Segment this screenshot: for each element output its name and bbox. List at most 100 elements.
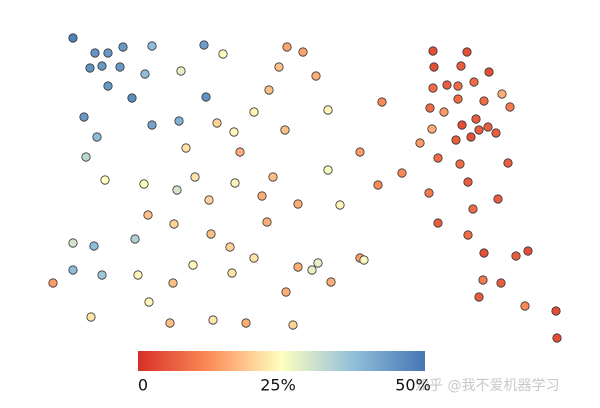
point xyxy=(463,177,473,187)
point xyxy=(457,120,467,130)
colorbar-tick-label: 25% xyxy=(260,376,296,395)
point xyxy=(311,71,321,81)
point xyxy=(456,61,466,71)
point xyxy=(496,278,506,288)
point xyxy=(307,265,317,275)
point xyxy=(48,278,58,288)
point xyxy=(463,230,473,240)
point xyxy=(249,253,259,263)
point xyxy=(282,42,292,52)
point xyxy=(520,301,530,311)
point xyxy=(172,185,182,195)
point xyxy=(298,47,308,57)
point xyxy=(442,80,452,90)
point xyxy=(523,246,533,256)
point xyxy=(229,127,239,137)
point xyxy=(281,287,291,297)
point xyxy=(144,297,154,307)
point xyxy=(453,94,463,104)
point xyxy=(428,46,438,56)
point xyxy=(90,48,100,58)
point xyxy=(103,81,113,91)
point xyxy=(397,168,407,178)
point xyxy=(130,234,140,244)
point xyxy=(181,143,191,153)
point xyxy=(551,306,561,316)
point xyxy=(552,333,562,343)
colorbar-tick-label: 0 xyxy=(138,376,148,395)
point xyxy=(176,66,186,76)
point xyxy=(335,200,345,210)
colorbar-tick-label: 50% xyxy=(395,376,431,395)
point xyxy=(68,238,78,248)
point xyxy=(168,278,178,288)
point xyxy=(199,40,209,50)
point xyxy=(478,275,488,285)
point xyxy=(469,77,479,87)
point xyxy=(428,83,438,93)
point xyxy=(79,112,89,122)
point xyxy=(147,41,157,51)
point xyxy=(427,124,437,134)
point xyxy=(466,132,476,142)
point xyxy=(249,107,259,117)
point xyxy=(433,218,443,228)
point xyxy=(97,61,107,71)
point xyxy=(455,159,465,169)
point xyxy=(503,158,513,168)
point xyxy=(274,62,284,72)
point xyxy=(133,270,143,280)
point xyxy=(127,93,137,103)
point xyxy=(208,315,218,325)
point xyxy=(491,128,501,138)
point xyxy=(103,48,113,58)
point xyxy=(433,153,443,163)
point xyxy=(81,152,91,162)
point xyxy=(235,147,245,157)
point xyxy=(262,217,272,227)
point xyxy=(479,248,489,258)
point xyxy=(68,265,78,275)
point xyxy=(493,194,503,204)
point xyxy=(377,97,387,107)
point xyxy=(293,262,303,272)
point xyxy=(188,260,198,270)
point xyxy=(288,320,298,330)
point xyxy=(97,270,107,280)
watermark: 知乎 @我不爱机器学习 xyxy=(415,377,559,394)
point xyxy=(359,255,369,265)
point xyxy=(100,175,110,185)
point xyxy=(190,172,200,182)
point xyxy=(451,135,461,145)
point xyxy=(474,292,484,302)
point xyxy=(479,96,489,106)
point xyxy=(89,241,99,251)
point xyxy=(468,204,478,214)
point xyxy=(373,180,383,190)
point xyxy=(415,138,425,148)
point xyxy=(462,47,472,57)
point xyxy=(230,178,240,188)
point xyxy=(85,63,95,73)
point xyxy=(429,62,439,72)
point xyxy=(218,49,228,59)
point xyxy=(484,67,494,77)
point xyxy=(143,210,153,220)
point xyxy=(355,147,365,157)
point xyxy=(257,191,267,201)
point xyxy=(201,92,211,102)
point xyxy=(147,120,157,130)
point xyxy=(225,242,235,252)
point xyxy=(280,125,290,135)
point xyxy=(174,116,184,126)
point xyxy=(293,199,303,209)
point xyxy=(68,33,78,43)
point xyxy=(497,89,507,99)
point xyxy=(439,107,449,117)
point xyxy=(204,195,214,205)
point xyxy=(471,114,481,124)
point xyxy=(169,219,179,229)
point xyxy=(241,318,251,328)
point xyxy=(86,312,96,322)
